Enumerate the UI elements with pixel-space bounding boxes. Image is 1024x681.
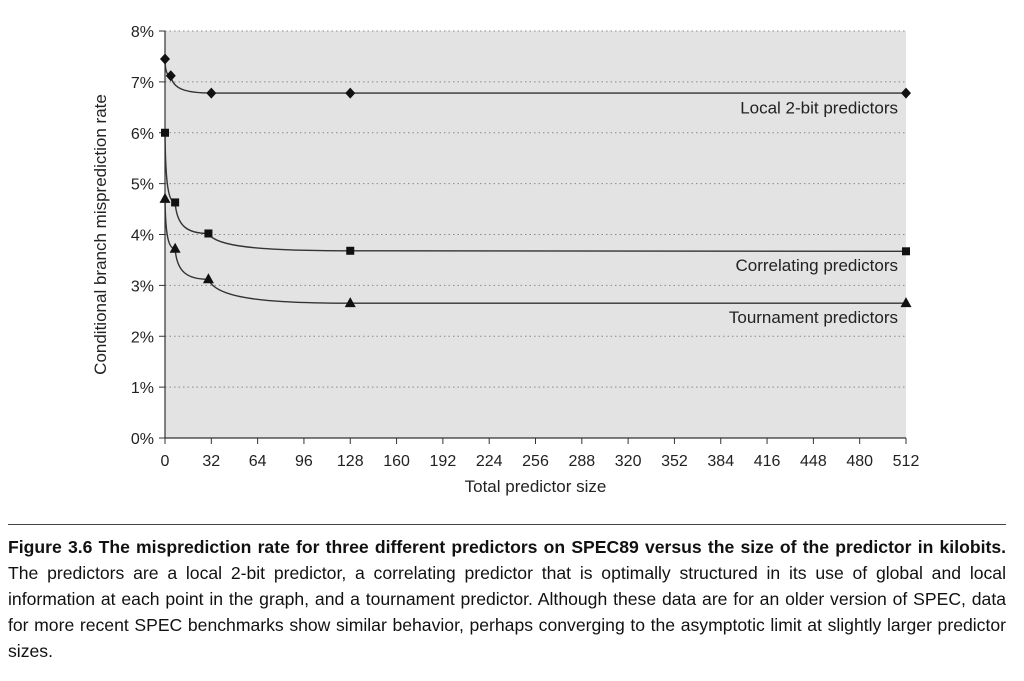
caption-body: The predictors are a local 2-bit predict… <box>8 563 1006 661</box>
caption-heading: Figure 3.6 The misprediction rate for th… <box>8 537 1006 557</box>
y-tick-label: 5% <box>131 177 154 194</box>
x-tick-label: 256 <box>522 453 549 470</box>
data-point-diamond <box>165 70 176 82</box>
x-tick-label: 416 <box>754 453 781 470</box>
series-line <box>164 198 906 304</box>
x-tick-label: 192 <box>430 453 457 470</box>
data-point-diamond <box>206 87 217 99</box>
axes: 0% 1% 2% 3% 4% 5% 6% 7% 8% 0 32 64 96 128 160 192 224 256… <box>131 24 920 470</box>
x-tick-label: 0 <box>161 453 170 470</box>
x-tick-label: 320 <box>615 453 642 470</box>
data-point-square <box>902 247 910 256</box>
x-tick-label: 224 <box>476 453 503 470</box>
series-group: Local 2-bit predictors Correlating predic… <box>159 53 912 327</box>
x-tick-label: 448 <box>800 453 827 470</box>
x-tick-label: 512 <box>893 453 920 470</box>
y-tick-label: 1% <box>131 380 154 397</box>
series-square: Correlating predictors <box>161 128 910 275</box>
y-tick-label: 6% <box>131 126 154 143</box>
y-tick-label: 2% <box>131 329 154 346</box>
caption-divider <box>8 524 1006 525</box>
x-tick-label: 32 <box>202 453 220 470</box>
data-point-square <box>171 198 180 207</box>
x-tick-label: 480 <box>846 453 873 470</box>
series-diamond: Local 2-bit predictors <box>160 53 911 117</box>
misprediction-chart: 0% 1% 2% 3% 4% 5% 6% 7% 8% 0 32 64 96 128 160 192 224 256… <box>91 24 920 496</box>
series-label: Local 2-bit predictors <box>740 98 898 117</box>
series-label: Correlating predictors <box>735 256 898 275</box>
data-point-square <box>346 246 355 255</box>
x-tick-label: 64 <box>249 453 267 470</box>
gridlines <box>165 30 906 388</box>
data-point-diamond <box>345 87 356 99</box>
y-tick-label: 4% <box>131 228 154 245</box>
data-point-diamond <box>160 53 170 65</box>
data-point-triangle <box>344 297 356 308</box>
y-tick-label: 3% <box>131 278 154 295</box>
y-tick-label: 0% <box>131 431 154 448</box>
y-tick-label: 7% <box>131 75 154 92</box>
data-point-square <box>161 128 169 137</box>
x-tick-label: 96 <box>295 453 313 470</box>
data-point-triangle <box>169 242 181 253</box>
x-tick-label: 352 <box>661 453 688 470</box>
series-label: Tournament predictors <box>729 308 898 327</box>
data-point-triangle <box>900 297 912 308</box>
data-point-triangle <box>202 273 214 284</box>
x-tick-label: 128 <box>337 453 364 470</box>
y-tick-label: 8% <box>131 24 154 41</box>
data-point-square <box>204 229 213 238</box>
data-point-diamond <box>901 87 911 99</box>
figure-caption: Figure 3.6 The misprediction rate for th… <box>8 534 1006 664</box>
x-axis-title: Total predictor size <box>465 477 607 496</box>
series-triangle: Tournament predictors <box>159 192 912 327</box>
x-tick-label: 288 <box>568 453 595 470</box>
x-tick-label: 160 <box>383 453 410 470</box>
x-tick-label: 384 <box>707 453 734 470</box>
y-axis-title: Conditional branch misprediction rate <box>91 94 110 375</box>
data-point-triangle <box>159 192 171 203</box>
